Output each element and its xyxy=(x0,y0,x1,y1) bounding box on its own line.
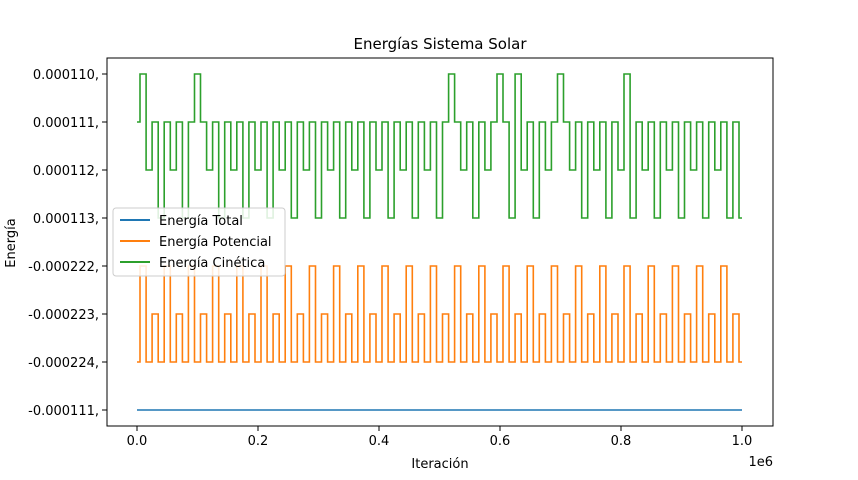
y-tick-label-4: 0.000113, xyxy=(33,212,99,227)
legend-box xyxy=(112,207,286,277)
legend-entries: Energía Total Energía Potencial Energía Ci… xyxy=(120,214,272,271)
series-line-3 xyxy=(137,73,742,219)
x-tick-label-2: 0.2 xyxy=(248,434,269,449)
y-tick-label-7: -0.000224, xyxy=(28,356,99,371)
x-axis-label: Iteración xyxy=(411,457,468,472)
legend-label-1: Energía Total xyxy=(159,214,243,229)
y-ticks: 0.000110, 0.000111, 0.000112, 0.000113, -0.0… xyxy=(28,68,107,419)
x-tick-label-6: 1.0 xyxy=(732,434,753,449)
legend: Energía Total Energía Potencial Energía Ci… xyxy=(112,207,286,277)
x-tick-label-5: 0.8 xyxy=(611,434,632,449)
y-tick-label-8: -0.000111, xyxy=(28,404,99,419)
x-tick-label-4: 0.6 xyxy=(490,434,511,449)
x-offset-label: 1e6 xyxy=(748,455,773,470)
y-tick-label-2: 0.000111, xyxy=(33,116,99,131)
legend-label-2: Energía Potencial xyxy=(159,235,272,250)
x-tick-label-3: 0.4 xyxy=(369,434,390,449)
y-tick-label-3: 0.000112, xyxy=(33,164,99,179)
y-axis-label: Energía xyxy=(4,218,19,267)
y-tick-label-5: -0.000222, xyxy=(28,260,99,275)
chart-title: Energías Sistema Solar xyxy=(354,35,528,53)
x-tick-label-1: 0.0 xyxy=(127,434,148,449)
plot-frame xyxy=(106,57,774,427)
y-tick-label-1: 0.000110, xyxy=(33,68,99,83)
x-ticks: 0.0 0.2 0.4 0.6 0.8 1.0 xyxy=(127,426,753,449)
legend-label-3: Energía Cinética xyxy=(159,256,265,271)
y-tick-label-6: -0.000223, xyxy=(28,308,99,323)
